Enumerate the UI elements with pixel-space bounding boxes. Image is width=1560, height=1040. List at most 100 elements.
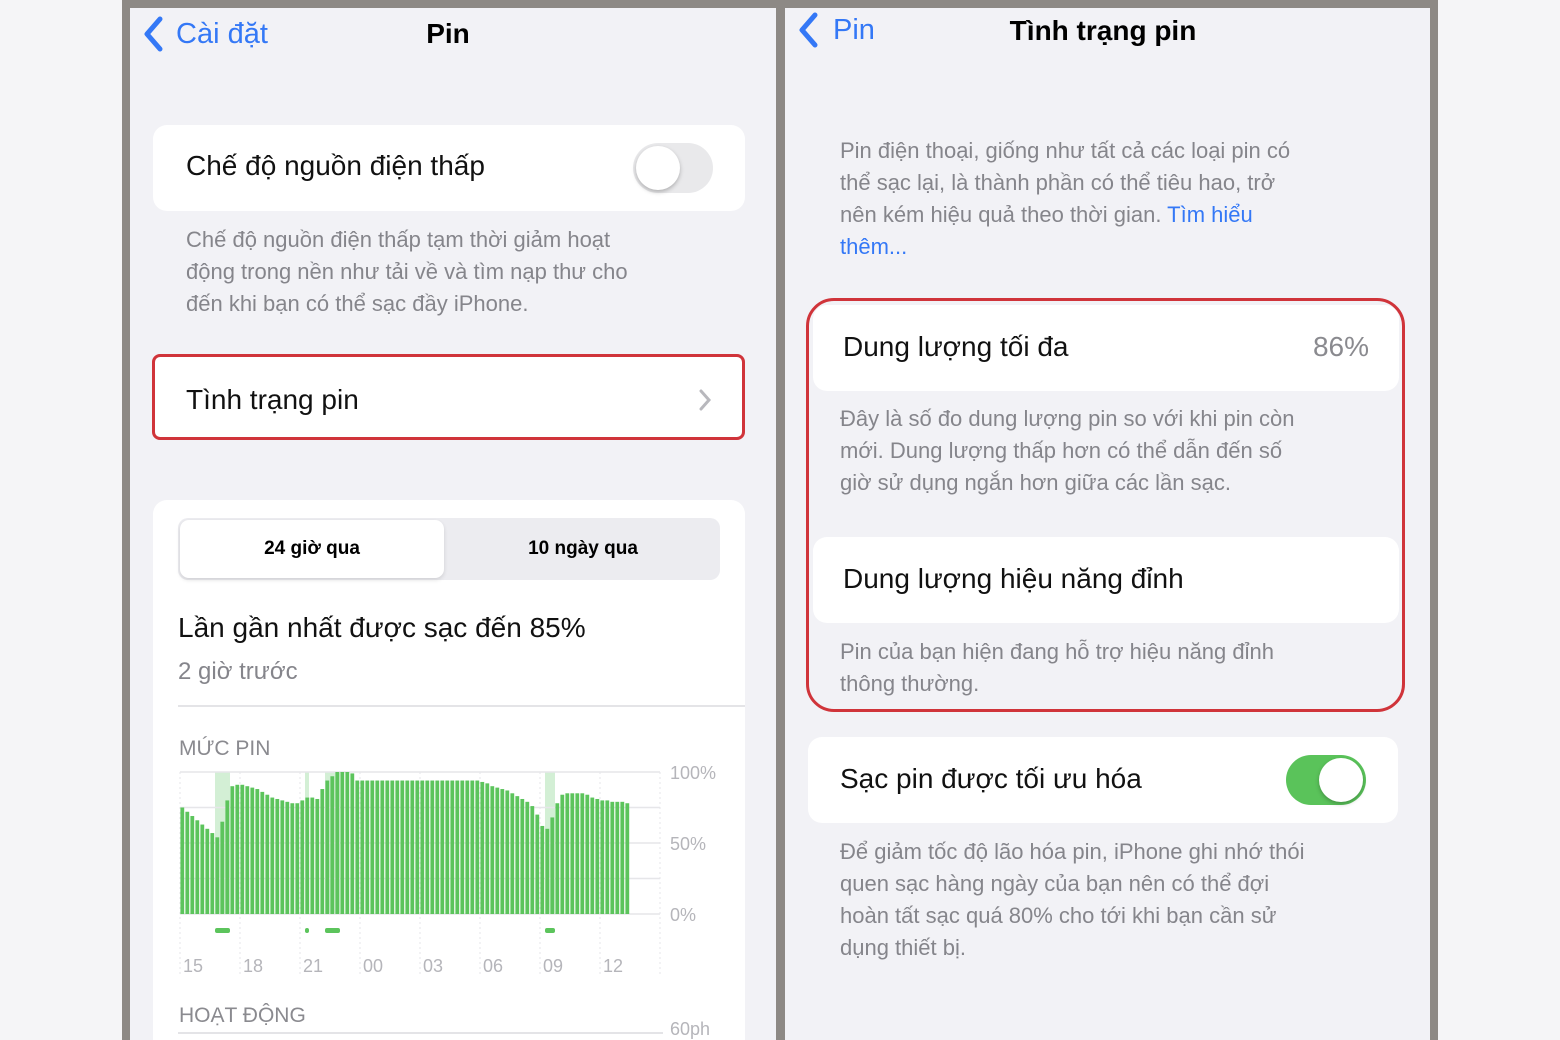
battery-bar: [365, 780, 370, 914]
battery-bar: [555, 803, 560, 914]
max-capacity-label: Dung lượng tối đa: [843, 331, 1069, 362]
battery-bar: [310, 797, 315, 914]
battery-bar: [265, 794, 270, 914]
battery-bar: [465, 780, 470, 914]
battery-bar: [545, 828, 550, 914]
peak-performance-row: Dung lượng hiệu năng đỉnh: [813, 537, 1399, 623]
back-label: Cài đặt: [176, 17, 268, 50]
battery-bar: [480, 781, 485, 914]
battery-bar: [190, 816, 195, 914]
battery-bar: [320, 789, 325, 914]
battery-bar: [180, 807, 185, 914]
segment-24h[interactable]: 24 giờ qua: [180, 520, 444, 578]
battery-bar: [605, 800, 610, 914]
battery-health-row[interactable]: Tình trạng pin: [152, 354, 745, 440]
chevron-left-icon: [144, 16, 163, 52]
max-capacity-description: Đây là số đo dung lượng pin so với khi p…: [840, 406, 1295, 495]
battery-bar: [510, 793, 515, 914]
battery-bar: [250, 787, 255, 914]
battery-bar: [210, 833, 215, 914]
battery-bar: [610, 801, 615, 914]
x-tick-label: 03: [423, 956, 443, 976]
battery-level-chart: 15 18 21 00 03 06 09 12 100% 50% 0%: [179, 763, 716, 976]
divider: [178, 705, 745, 707]
battery-bar: [620, 801, 625, 914]
battery-bar: [245, 786, 250, 914]
battery-bar: [370, 780, 375, 914]
battery-bar: [595, 798, 600, 914]
battery-bar: [255, 789, 260, 914]
battery-bar: [450, 780, 455, 914]
battery-bar: [260, 791, 265, 914]
battery-bar: [220, 821, 225, 914]
page-title: Pin: [426, 18, 470, 49]
battery-bar: [215, 837, 220, 914]
optimized-charging-row: Sạc pin được tối ưu hóa: [808, 737, 1398, 823]
battery-bar: [375, 780, 380, 914]
battery-bar: [425, 780, 430, 914]
peak-performance-label: Dung lượng hiệu năng đỉnh: [843, 563, 1184, 594]
battery-bar: [295, 803, 300, 914]
battery-bar: [495, 787, 500, 914]
battery-health-screen: Pin Tình trạng pin Pin điện thoại, giống…: [785, 8, 1430, 1040]
battery-level-label: MỨC PIN: [179, 737, 271, 760]
page-title: Tình trạng pin: [1009, 15, 1197, 46]
max-capacity-row: Dung lượng tối đa 86%: [813, 305, 1399, 391]
battery-bar: [225, 800, 230, 914]
battery-health-label: Tình trạng pin: [186, 384, 359, 415]
battery-bar: [185, 811, 190, 914]
battery-bar: [385, 780, 390, 914]
battery-bar: [530, 806, 535, 914]
battery-bar: [560, 794, 565, 914]
x-tick-label: 00: [363, 956, 383, 976]
battery-bar: [585, 794, 590, 914]
back-button[interactable]: Pin: [797, 12, 875, 48]
battery-bar: [435, 780, 440, 914]
battery-bar: [455, 780, 460, 914]
battery-bar: [305, 797, 310, 914]
peak-performance-description: Pin của bạn hiện đang hỗ trợ hiệu năng đ…: [840, 639, 1274, 696]
low-power-toggle[interactable]: [633, 143, 713, 193]
chevron-left-icon: [799, 12, 818, 48]
x-tick-label: 09: [543, 956, 563, 976]
battery-bar: [240, 784, 245, 914]
learn-more-link[interactable]: Tìm hiểu: [1167, 202, 1253, 227]
battery-bar: [440, 780, 445, 914]
battery-bar: [195, 820, 200, 914]
battery-bar: [285, 801, 290, 914]
x-tick-label: 06: [483, 956, 503, 976]
learn-more-link-cont[interactable]: thêm...: [840, 234, 908, 259]
battery-bar: [550, 817, 555, 914]
usage-card: 24 giờ qua 10 ngày qua Lần gần nhất được…: [153, 500, 745, 1040]
y-tick-label: 0%: [670, 905, 696, 925]
optimized-charging-toggle[interactable]: [1286, 755, 1366, 805]
battery-bar: [340, 772, 345, 914]
back-label: Pin: [833, 13, 875, 46]
battery-bar: [515, 796, 520, 914]
last-charged-title: Lần gần nhất được sạc đến 85%: [178, 612, 586, 643]
battery-bar: [405, 780, 410, 914]
battery-bar: [565, 793, 570, 914]
battery-bar: [415, 780, 420, 914]
battery-bar: [275, 798, 280, 914]
battery-bar: [535, 814, 540, 914]
battery-bar: [430, 780, 435, 914]
time-range-segmented-control: 24 giờ qua 10 ngày qua: [178, 518, 720, 580]
x-tick-label: 12: [603, 956, 623, 976]
segment-10d[interactable]: 10 ngày qua: [528, 538, 638, 559]
battery-bar: [490, 786, 495, 914]
charging-indicator: [325, 928, 340, 933]
battery-bar: [395, 780, 400, 914]
charging-indicator: [305, 928, 309, 933]
battery-bar: [445, 780, 450, 914]
battery-bar: [290, 803, 295, 914]
back-button[interactable]: Cài đặt: [142, 16, 268, 52]
battery-bar: [360, 780, 365, 914]
battery-bar: [315, 798, 320, 914]
battery-bar: [625, 803, 630, 914]
last-charged-time: 2 giờ trước: [178, 658, 298, 685]
low-power-description: Chế độ nguồn điện thấp tạm thời giảm hoạ…: [186, 227, 628, 316]
battery-bar: [230, 786, 235, 914]
battery-bar: [280, 800, 285, 914]
battery-bar: [460, 780, 465, 914]
